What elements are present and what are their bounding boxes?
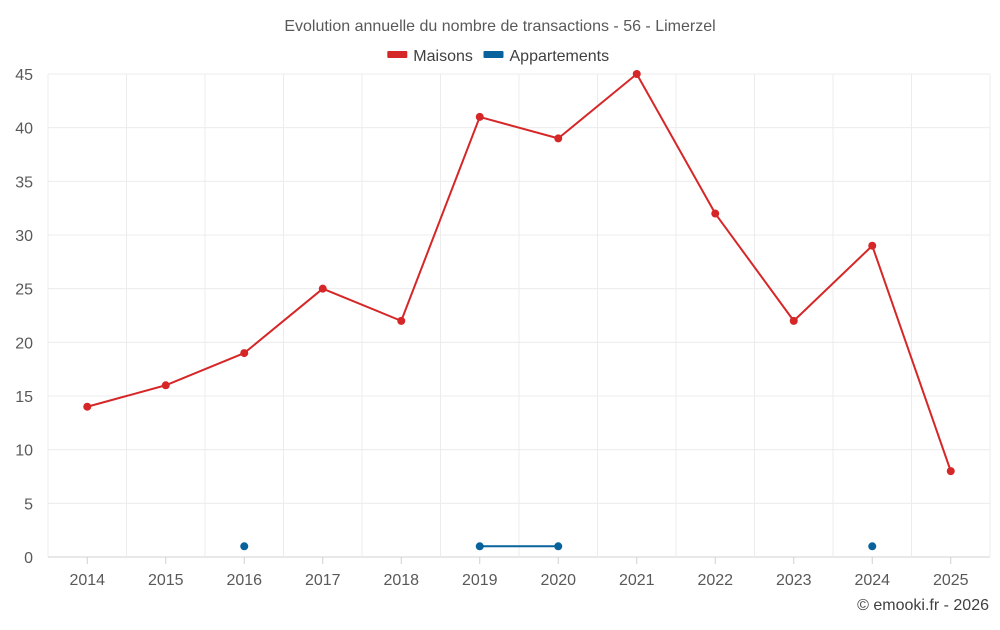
data-point[interactable] bbox=[868, 542, 877, 551]
data-point[interactable] bbox=[397, 316, 406, 325]
legend-swatch bbox=[483, 51, 504, 58]
chart-title: Evolution annuelle du nombre de transact… bbox=[284, 18, 715, 35]
legend: Maisons Appartements bbox=[387, 48, 609, 65]
y-tick-label: 10 bbox=[15, 443, 33, 460]
x-tick-label: 2014 bbox=[69, 572, 105, 589]
x-tick-label: 2024 bbox=[854, 572, 890, 589]
y-tick-label: 5 bbox=[24, 496, 33, 513]
data-point[interactable] bbox=[475, 542, 484, 551]
series-appartements bbox=[240, 542, 877, 551]
y-tick-label: 30 bbox=[15, 228, 33, 245]
data-point[interactable] bbox=[946, 467, 955, 476]
data-point[interactable] bbox=[475, 112, 484, 121]
x-tick-label: 2016 bbox=[226, 572, 262, 589]
series-layer bbox=[83, 70, 955, 551]
data-point[interactable] bbox=[789, 316, 798, 325]
y-tick-label: 15 bbox=[15, 389, 33, 406]
x-tick-label: 2018 bbox=[383, 572, 419, 589]
data-point[interactable] bbox=[240, 542, 249, 551]
data-point[interactable] bbox=[318, 284, 327, 293]
y-tick-label: 25 bbox=[15, 282, 33, 299]
data-point[interactable] bbox=[711, 209, 720, 218]
y-tick-label: 40 bbox=[15, 121, 33, 138]
data-point[interactable] bbox=[161, 381, 170, 390]
y-tick-label: 0 bbox=[24, 550, 33, 567]
legend-label: Appartements bbox=[510, 48, 610, 65]
x-tick-label: 2022 bbox=[697, 572, 733, 589]
x-tick-label: 2021 bbox=[619, 572, 655, 589]
grid bbox=[47, 73, 991, 558]
y-tick-label: 45 bbox=[15, 67, 33, 84]
legend-item-appartements[interactable]: Appartements bbox=[483, 48, 610, 65]
legend-swatch bbox=[387, 51, 408, 58]
data-point[interactable] bbox=[554, 542, 563, 551]
x-tick-label: 2023 bbox=[776, 572, 812, 589]
data-point[interactable] bbox=[868, 241, 877, 250]
data-point[interactable] bbox=[240, 349, 249, 358]
x-tick-label: 2020 bbox=[540, 572, 576, 589]
legend-item-maisons[interactable]: Maisons bbox=[387, 48, 473, 65]
series-maisons bbox=[83, 70, 955, 476]
credit-text: © emooki.fr - 2026 bbox=[857, 597, 989, 614]
data-point[interactable] bbox=[554, 134, 563, 143]
y-tick-label: 35 bbox=[15, 174, 33, 191]
data-point[interactable] bbox=[632, 70, 641, 78]
legend-label: Maisons bbox=[413, 48, 473, 65]
series-line bbox=[86, 73, 952, 472]
x-tick-label: 2025 bbox=[933, 572, 969, 589]
x-tick-label: 2017 bbox=[305, 572, 341, 589]
data-point[interactable] bbox=[83, 402, 92, 411]
y-tick-label: 20 bbox=[15, 335, 33, 352]
x-tick-label: 2019 bbox=[462, 572, 498, 589]
x-tick-label: 2015 bbox=[148, 572, 184, 589]
